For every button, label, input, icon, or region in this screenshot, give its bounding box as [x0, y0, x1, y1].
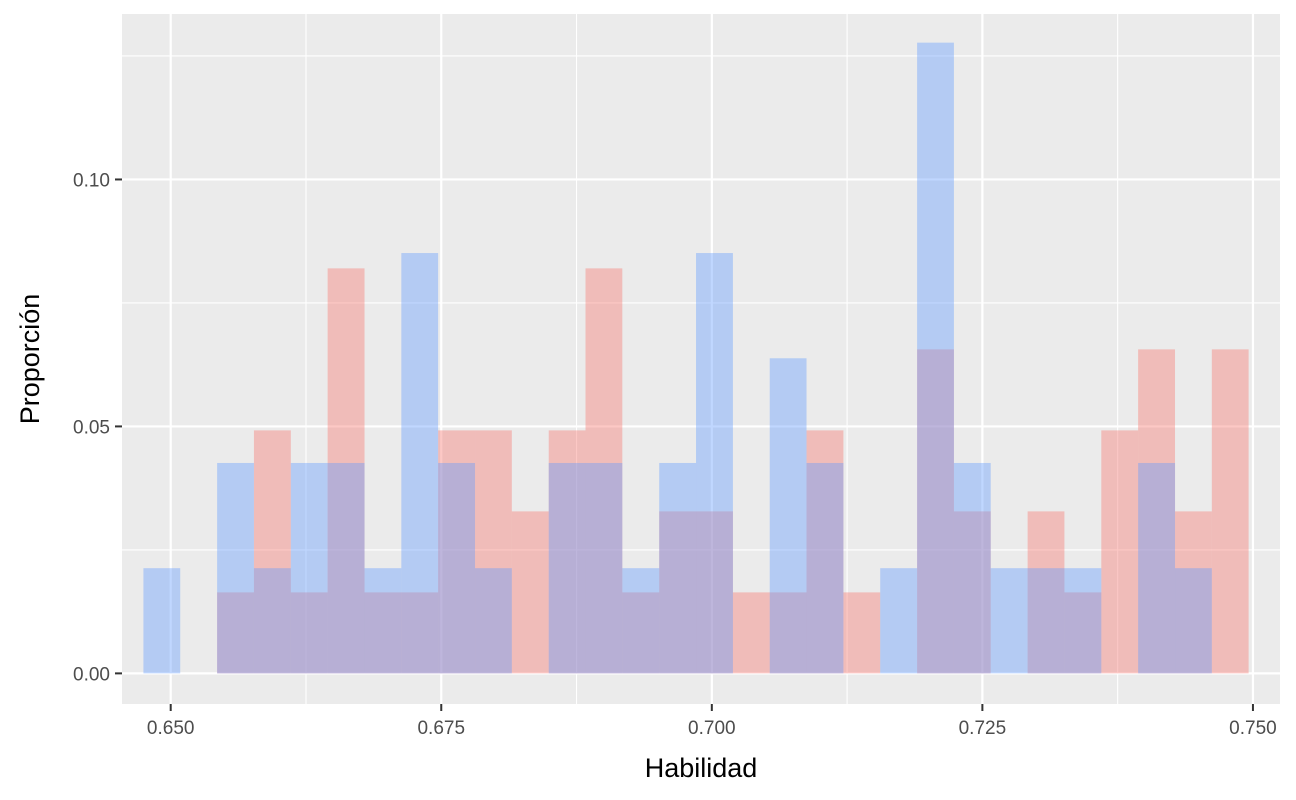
histogram-bar-series-1 [290, 592, 328, 674]
histogram-bar-series-1 [659, 511, 697, 674]
histogram-bar-series-2 [659, 462, 697, 674]
histogram-bar-series-2 [990, 568, 1028, 674]
histogram-bar-series-2 [143, 568, 181, 674]
histogram-bar-series-2 [327, 462, 365, 674]
panel-background [122, 14, 1280, 704]
y-tick-label: 0.00 [73, 664, 110, 685]
histogram-bar-series-1 [253, 430, 291, 674]
histogram-bar-series-1 [1175, 511, 1212, 674]
histogram-bar-series-1 [1101, 430, 1139, 674]
histogram-bar-series-1 [1138, 349, 1176, 674]
histogram-bars [143, 42, 1249, 674]
y-tick-label: 0.10 [73, 170, 110, 191]
histogram-bar-series-1 [806, 430, 844, 674]
histogram-bar-series-1 [696, 511, 733, 674]
histogram-bar-series-1 [364, 592, 402, 674]
x-axis-title: Habilidad [645, 753, 758, 783]
histogram-bar-series-2 [953, 462, 991, 674]
minor-gridlines [122, 14, 1280, 704]
histogram-bar-series-1 [548, 430, 586, 674]
histogram-bar-series-1 [917, 349, 954, 674]
x-tick-label: 0.675 [417, 718, 465, 739]
histogram-bar-series-2 [438, 462, 476, 674]
histogram-bar-series-1 [511, 511, 549, 674]
histogram-bar-series-1 [438, 430, 476, 674]
histogram-bar-series-1 [401, 592, 439, 674]
y-axis: 0.00 0.05 0.10 [73, 170, 122, 685]
histogram-bar-series-2 [917, 42, 954, 674]
histogram-bar-series-1 [1027, 511, 1065, 674]
histogram-bar-series-2 [696, 253, 733, 674]
histogram-bar-series-1 [843, 592, 881, 674]
histogram-bar-series-2 [401, 253, 439, 674]
histogram-bar-series-2 [217, 462, 254, 674]
histogram-bar-series-1 [585, 268, 623, 674]
x-tick-label: 0.650 [147, 718, 195, 739]
histogram-bar-series-1 [217, 592, 254, 674]
histogram-bar-series-2 [585, 462, 623, 674]
histogram-bar-series-1 [732, 592, 770, 674]
x-axis: 0.650 0.675 0.700 0.725 0.750 [147, 704, 1277, 739]
histogram-bar-series-1 [622, 592, 660, 674]
histogram-bar-series-2 [548, 462, 586, 674]
histogram-bar-series-2 [475, 568, 512, 674]
histogram-bar-series-1 [1064, 592, 1102, 674]
histogram-bar-series-1 [953, 511, 991, 674]
histogram-bar-series-2 [806, 462, 844, 674]
histogram-bar-series-2 [1138, 462, 1176, 674]
y-tick-label: 0.05 [73, 417, 110, 438]
histogram-bar-series-1 [769, 592, 807, 674]
histogram-bar-series-2 [364, 568, 402, 674]
histogram-bar-series-1 [1211, 349, 1249, 674]
histogram-bar-series-2 [290, 462, 328, 674]
histogram-bar-series-2 [1175, 568, 1212, 674]
histogram-bar-series-2 [253, 568, 291, 674]
major-gridlines [122, 14, 1280, 704]
histogram-bar-series-2 [622, 568, 660, 674]
x-tick-label: 0.750 [1229, 718, 1277, 739]
y-axis-title: Proporción [15, 294, 45, 425]
histogram-bar-series-2 [1064, 568, 1102, 674]
x-tick-label: 0.700 [688, 718, 736, 739]
histogram-bar-series-1 [327, 268, 365, 674]
histogram-bar-series-1 [475, 430, 512, 674]
histogram-bar-series-2 [1027, 568, 1065, 674]
x-tick-label: 0.725 [959, 718, 1007, 739]
histogram-bar-series-2 [769, 358, 807, 674]
histogram-bar-series-2 [880, 568, 918, 674]
